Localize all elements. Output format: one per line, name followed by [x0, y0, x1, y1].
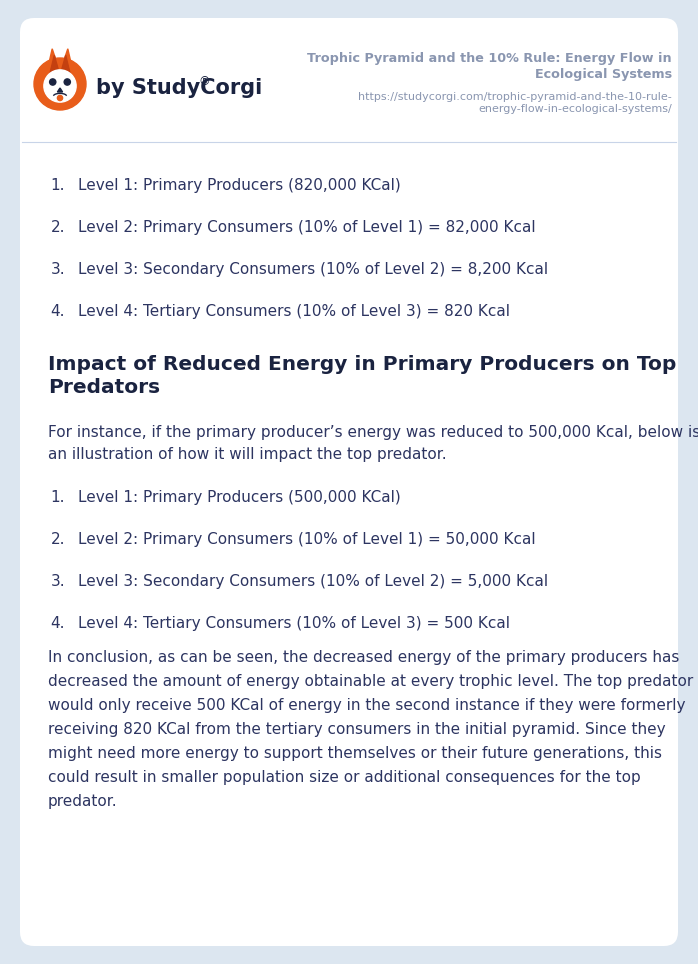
Circle shape — [34, 58, 86, 110]
Text: 1.: 1. — [50, 490, 65, 505]
Text: Predators: Predators — [48, 378, 160, 397]
Text: 1.: 1. — [50, 178, 65, 193]
Polygon shape — [57, 88, 63, 92]
Text: ®: ® — [198, 75, 210, 89]
Text: would only receive 500 KCal of energy in the second instance if they were former: would only receive 500 KCal of energy in… — [48, 698, 685, 713]
Text: could result in smaller population size or additional consequences for the top: could result in smaller population size … — [48, 770, 641, 785]
Text: decreased the amount of energy obtainable at every trophic level. The top predat: decreased the amount of energy obtainabl… — [48, 674, 693, 689]
Text: In conclusion, as can be seen, the decreased energy of the primary producers has: In conclusion, as can be seen, the decre… — [48, 650, 679, 665]
Text: For instance, if the primary producer’s energy was reduced to 500,000 Kcal, belo: For instance, if the primary producer’s … — [48, 425, 698, 440]
Circle shape — [44, 69, 76, 102]
Text: Trophic Pyramid and the 10% Rule: Energy Flow in
Ecological Systems: Trophic Pyramid and the 10% Rule: Energy… — [307, 52, 672, 81]
Polygon shape — [60, 49, 74, 77]
Polygon shape — [45, 49, 60, 77]
Text: 3.: 3. — [50, 262, 65, 277]
Circle shape — [57, 95, 63, 100]
Circle shape — [50, 79, 56, 85]
Text: by StudyCorgi: by StudyCorgi — [96, 78, 262, 98]
Text: 4.: 4. — [50, 616, 65, 631]
Polygon shape — [49, 55, 59, 77]
Text: Impact of Reduced Energy in Primary Producers on Top: Impact of Reduced Energy in Primary Prod… — [48, 355, 676, 374]
Text: 4.: 4. — [50, 304, 65, 319]
Text: Level 1: Primary Producers (500,000 KCal): Level 1: Primary Producers (500,000 KCal… — [78, 490, 401, 505]
Polygon shape — [61, 55, 71, 77]
Text: Level 3: Secondary Consumers (10% of Level 2) = 8,200 Kcal: Level 3: Secondary Consumers (10% of Lev… — [78, 262, 548, 277]
Text: 3.: 3. — [50, 574, 65, 589]
Circle shape — [64, 79, 70, 85]
Text: receiving 820 KCal from the tertiary consumers in the initial pyramid. Since the: receiving 820 KCal from the tertiary con… — [48, 722, 666, 737]
Text: 2.: 2. — [50, 220, 65, 235]
Text: Level 3: Secondary Consumers (10% of Level 2) = 5,000 Kcal: Level 3: Secondary Consumers (10% of Lev… — [78, 574, 548, 589]
Text: https://studycorgi.com/trophic-pyramid-and-the-10-rule-
energy-flow-in-ecologica: https://studycorgi.com/trophic-pyramid-a… — [358, 92, 672, 115]
Text: Level 4: Tertiary Consumers (10% of Level 3) = 500 Kcal: Level 4: Tertiary Consumers (10% of Leve… — [78, 616, 510, 631]
Text: predator.: predator. — [48, 794, 118, 809]
FancyBboxPatch shape — [20, 18, 678, 946]
Text: Level 4: Tertiary Consumers (10% of Level 3) = 820 Kcal: Level 4: Tertiary Consumers (10% of Leve… — [78, 304, 510, 319]
Text: an illustration of how it will impact the top predator.: an illustration of how it will impact th… — [48, 447, 447, 462]
Text: Level 2: Primary Consumers (10% of Level 1) = 50,000 Kcal: Level 2: Primary Consumers (10% of Level… — [78, 532, 535, 547]
Text: Level 2: Primary Consumers (10% of Level 1) = 82,000 Kcal: Level 2: Primary Consumers (10% of Level… — [78, 220, 535, 235]
Text: Level 1: Primary Producers (820,000 KCal): Level 1: Primary Producers (820,000 KCal… — [78, 178, 401, 193]
Text: might need more energy to support themselves or their future generations, this: might need more energy to support themse… — [48, 746, 662, 761]
Text: 2.: 2. — [50, 532, 65, 547]
